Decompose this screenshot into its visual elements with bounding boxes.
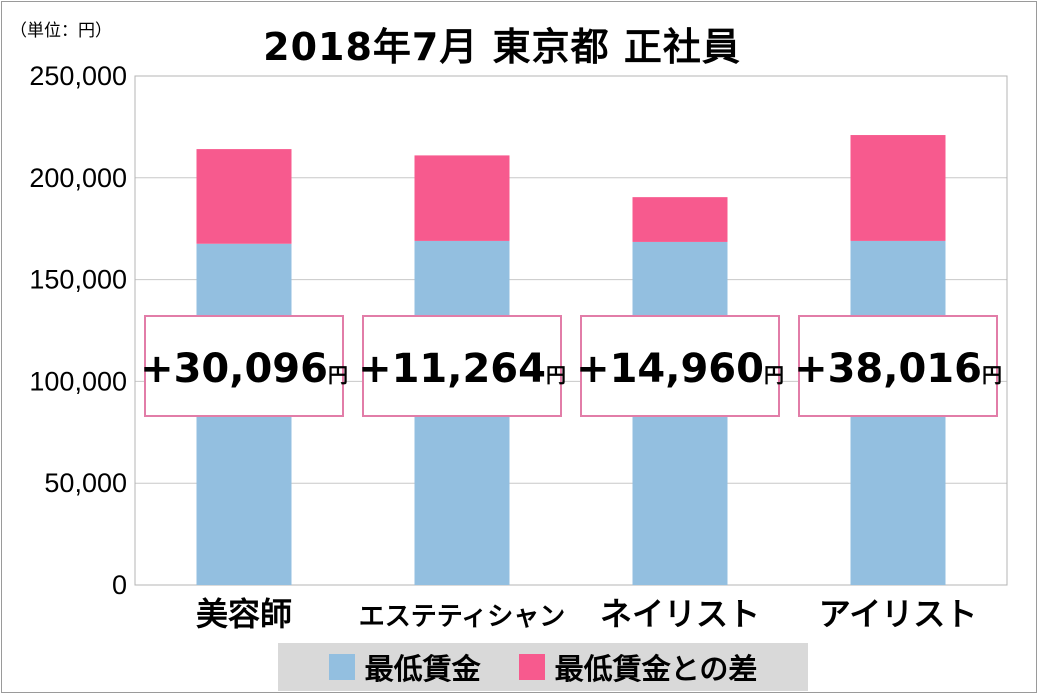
callout-box	[798, 315, 998, 417]
callout-box	[144, 315, 344, 417]
callout-label: +38,016円	[794, 346, 1002, 392]
unit-label: （単位：円）	[10, 21, 112, 41]
chart-title: 2018年7月 東京都 正社員	[263, 25, 741, 69]
y-tick-label: 100,000	[29, 366, 127, 396]
x-category-label: アイリスト	[819, 595, 977, 633]
x-category-label: 美容師	[196, 595, 292, 633]
legend-label-diff: 最低賃金との差	[554, 652, 758, 686]
legend-item-diff: 最低賃金との差	[518, 646, 758, 688]
legend-swatch-diff	[518, 654, 545, 680]
bar-diff	[850, 135, 946, 241]
bar-diff	[632, 197, 728, 242]
y-tick-label: 0	[112, 570, 127, 600]
bar-diff	[414, 155, 510, 241]
plot-area	[134, 75, 1008, 586]
legend-label-min-wage: 最低賃金	[364, 652, 481, 686]
legend-item-min-wage: 最低賃金	[328, 646, 481, 688]
bar-chart: 0 50,000 100,000 150,000 200,000 250,000 +30,0…	[29, 61, 1008, 633]
y-tick-label: 200,000	[29, 163, 127, 193]
x-category-label: ネイリスト	[600, 595, 760, 633]
y-tick-label: 250,000	[29, 61, 127, 91]
bar-diff	[196, 149, 292, 244]
callout-label: +11,264円	[358, 346, 566, 392]
callout-box	[362, 315, 562, 417]
legend-swatch-min-wage	[328, 654, 355, 680]
callout-label: +14,960円	[576, 346, 784, 392]
callout-box	[580, 315, 780, 417]
y-tick-label: 50,000	[44, 468, 127, 498]
x-category-label: エステティシャン	[359, 602, 565, 632]
callout-label: +30,096円	[140, 346, 348, 392]
legend: 最低賃金 最低賃金との差	[278, 643, 808, 691]
y-tick-label: 150,000	[29, 265, 127, 295]
